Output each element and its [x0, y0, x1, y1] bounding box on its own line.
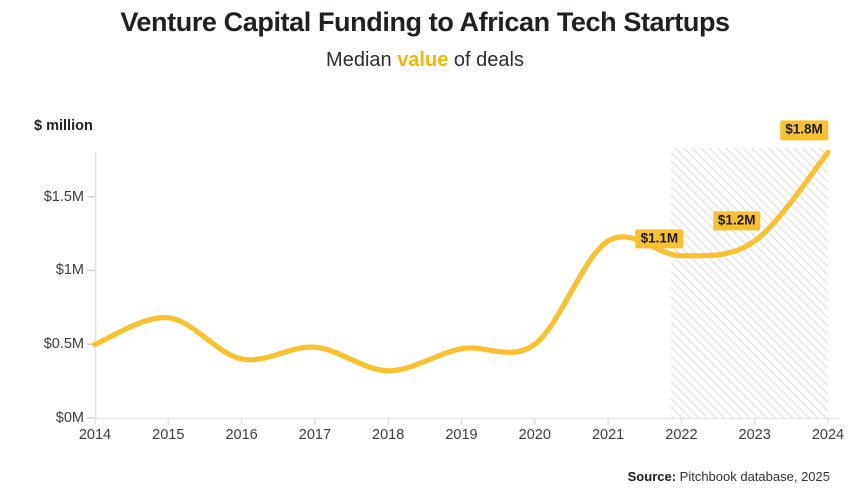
y-tick-label: $0.5M: [43, 336, 84, 353]
x-tick-label: 2017: [298, 427, 332, 443]
data-value-label: $1.2M: [712, 211, 761, 231]
chart-title: Venture Capital Funding to African Tech …: [120, 7, 730, 37]
source-label: Source:: [627, 469, 677, 484]
x-tick-label: 2024: [811, 427, 845, 443]
data-value-label: $1.8M: [780, 120, 828, 141]
forecast-shaded-band: [671, 148, 828, 418]
source-note: Source: Pitchbook database, 2025: [628, 469, 830, 484]
data-value-label: $1.1M: [635, 229, 684, 249]
chart-subtitle-prefix: Median: [326, 49, 398, 72]
y-axis-unit-label: $ million: [34, 118, 93, 134]
x-tick-label: 2023: [738, 427, 771, 443]
chart-header: Venture Capital Funding to African Tech …: [0, 0, 850, 71]
x-tick-label: 2016: [225, 427, 258, 443]
y-tick-label: $0M: [55, 410, 84, 426]
chart-subtitle-suffix: of deals: [448, 49, 524, 72]
x-tick-label: 2014: [78, 427, 112, 443]
x-tick-label: 2019: [445, 427, 478, 443]
y-tick-label: $1.5M: [43, 188, 84, 205]
x-tick-label: 2018: [372, 427, 405, 443]
x-tick-label: 2021: [591, 427, 625, 443]
x-tick-label: 2020: [518, 427, 551, 443]
x-tick-label: 2022: [665, 427, 698, 443]
chart-subtitle-highlight: value: [397, 49, 449, 72]
y-axis-tick-labels: $0M $0.5M $1M $1.5M: [22, 0, 84, 500]
data-series-line: [92, 149, 831, 374]
x-axis-ticks: [94, 418, 829, 425]
chart-subtitle: Median value of deals: [0, 37, 850, 71]
x-tick-label: 2015: [152, 427, 185, 443]
source-text: Pitchbook database, 2025: [676, 469, 830, 484]
y-tick-label: $1M: [55, 262, 84, 279]
